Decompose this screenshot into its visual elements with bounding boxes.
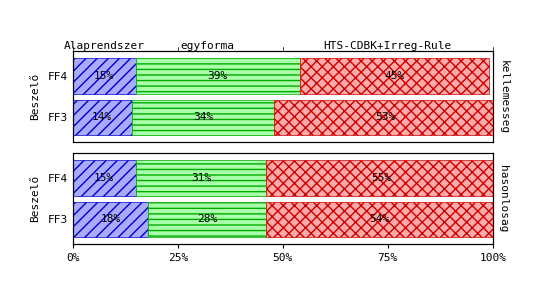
Text: 39%: 39% — [208, 71, 228, 81]
Text: HTS-CDBK+Irreg-Rule: HTS-CDBK+Irreg-Rule — [324, 41, 452, 51]
Bar — [73, 59, 136, 93]
Text: 31%: 31% — [191, 173, 211, 183]
Text: 15%: 15% — [94, 173, 114, 183]
Bar — [266, 202, 493, 237]
Text: 28%: 28% — [197, 214, 217, 224]
Text: Beszelő: Beszelő — [30, 73, 40, 120]
Text: 34%: 34% — [193, 112, 213, 122]
Text: 55%: 55% — [371, 173, 391, 183]
Text: 54%: 54% — [369, 214, 390, 224]
Text: 53%: 53% — [376, 112, 396, 122]
Bar — [73, 202, 148, 237]
Bar — [300, 59, 488, 93]
Bar — [132, 100, 274, 135]
Text: 18%: 18% — [100, 214, 121, 224]
Bar — [136, 160, 266, 196]
Bar — [148, 202, 266, 237]
Bar — [73, 160, 136, 196]
Text: 15%: 15% — [94, 71, 114, 81]
Text: 14%: 14% — [92, 112, 113, 122]
Bar — [266, 160, 497, 196]
Text: 45%: 45% — [384, 71, 404, 81]
Bar — [73, 100, 132, 135]
Y-axis label: kellemesseg: kellemesseg — [498, 60, 508, 134]
Text: Beszelő: Beszelő — [30, 175, 40, 222]
Text: Alaprendszer: Alaprendszer — [64, 41, 145, 51]
Bar — [274, 100, 497, 135]
Y-axis label: hasonlosag: hasonlosag — [498, 165, 508, 232]
Text: egyforma: egyforma — [180, 41, 234, 51]
Bar — [136, 59, 300, 93]
